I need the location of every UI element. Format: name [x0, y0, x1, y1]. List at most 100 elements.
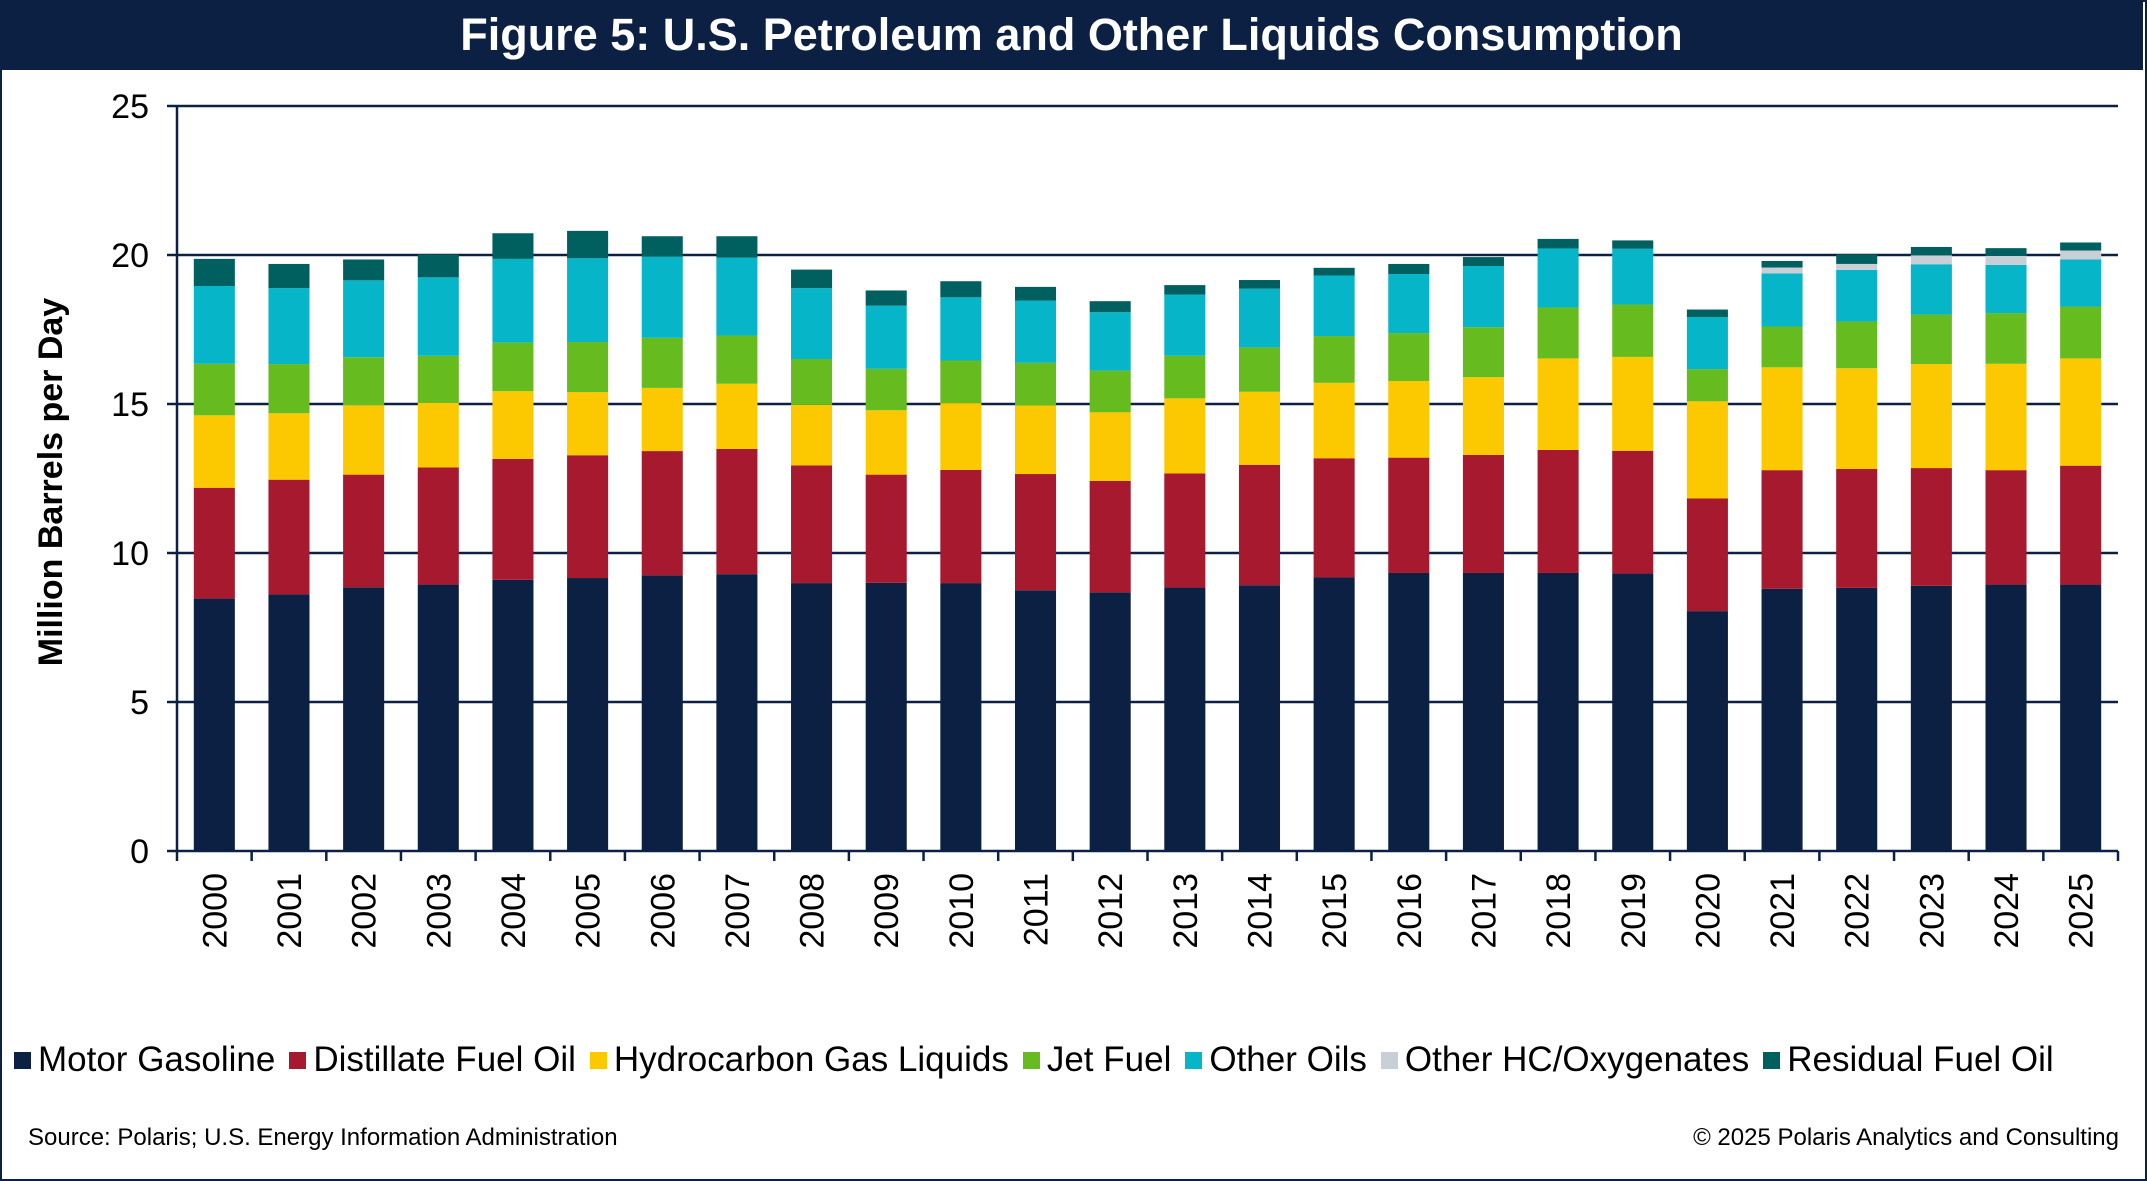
legend-swatch	[589, 1051, 607, 1069]
y-tick-label: 25	[111, 88, 149, 126]
bar-segment	[343, 587, 385, 851]
bar-segment	[567, 258, 609, 343]
bar-segment	[1910, 314, 1952, 365]
bar-segment	[1537, 358, 1579, 450]
bar-segment	[791, 288, 833, 360]
bar-segment	[940, 583, 982, 851]
bar-segment	[2060, 358, 2102, 466]
bar-segment	[193, 415, 235, 488]
x-tick-label: 2001	[271, 873, 309, 949]
legend-item: Motor Gasoline	[14, 1040, 275, 1080]
bar-segment	[641, 575, 683, 851]
bar-segment	[1836, 587, 1878, 851]
y-tick-label: 0	[130, 833, 149, 871]
bar-segment	[1014, 405, 1057, 475]
y-tick-label: 20	[111, 237, 149, 275]
legend-label: Distillate Fuel Oil	[313, 1040, 576, 1079]
bar-segment	[193, 285, 235, 364]
bar-segment	[865, 305, 907, 369]
x-tick-label: 2013	[1167, 873, 1205, 949]
bar-segment	[268, 479, 310, 595]
bar-segment	[1388, 572, 1430, 851]
bar-segment	[791, 583, 833, 851]
bar-segment	[1313, 577, 1355, 851]
x-tick-label: 2018	[1540, 873, 1578, 949]
bar-segment	[865, 290, 907, 306]
x-tick-label: 2023	[1913, 873, 1951, 949]
bar-segment	[268, 288, 310, 365]
bar-segment	[1089, 370, 1131, 413]
bar-segment	[1462, 572, 1504, 851]
bar-segment	[567, 230, 609, 259]
bar-segment	[1537, 307, 1579, 359]
bar-segment	[1836, 368, 1878, 469]
bar-segment	[343, 259, 385, 281]
y-tick-label: 15	[111, 386, 149, 424]
chart-legend: Motor Gasoline Distillate Fuel Oil Hydroca…	[14, 1035, 2144, 1085]
bar-segment	[567, 578, 609, 851]
bar-segment	[1686, 316, 1728, 370]
bar-segment	[1985, 255, 2027, 265]
bar-segment	[417, 355, 459, 403]
bar-segment	[417, 467, 459, 585]
bar-segment	[716, 335, 758, 384]
bar-segment	[1014, 474, 1057, 591]
bar-segment	[1985, 264, 2027, 314]
bar-segment	[1910, 246, 1952, 256]
bar-segment	[791, 465, 833, 584]
bar-segment	[1537, 238, 1579, 249]
bar-segment	[1612, 304, 1654, 357]
x-tick-label: 2009	[868, 873, 906, 949]
bar-segment	[1612, 573, 1654, 851]
bar-segment	[865, 368, 907, 411]
bar-segment	[567, 342, 609, 393]
x-tick-label: 2012	[1092, 873, 1130, 949]
bar-segment	[1238, 391, 1281, 465]
bar-segment	[1014, 286, 1057, 301]
bar-segment	[1761, 273, 1803, 327]
footer: Source: Polaris; U.S. Energy Information…	[28, 1120, 2119, 1156]
x-tick-label: 2003	[420, 873, 458, 949]
bar-segment	[791, 269, 833, 289]
bar-segment	[1462, 454, 1504, 573]
bar-segment	[1836, 269, 1878, 322]
bar-segment	[2060, 465, 2102, 585]
bar-segment	[1985, 584, 2027, 851]
chart-title: Figure 5: U.S. Petroleum and Other Liqui…	[0, 0, 2143, 70]
bar-segment	[1985, 248, 2027, 256]
legend-label: Hydrocarbon Gas Liquids	[613, 1040, 1009, 1079]
bar-segment	[1238, 280, 1281, 289]
bar-segment	[1238, 347, 1281, 392]
x-tick-label: 2000	[196, 873, 234, 949]
bar-segment	[716, 257, 758, 336]
bar-segment	[1836, 321, 1878, 369]
bar-segment	[343, 280, 385, 358]
bar-segment	[193, 258, 235, 286]
x-tick-label: 2022	[1839, 873, 1877, 949]
bar-segment	[343, 357, 385, 406]
bar-segment	[193, 363, 235, 416]
bar-segment	[1089, 312, 1131, 371]
bar-segment	[193, 487, 235, 599]
bar-segment	[1612, 356, 1654, 451]
bar-segment	[417, 402, 459, 468]
bar-segment	[1238, 585, 1281, 851]
x-tick-label: 2008	[794, 873, 832, 949]
bar-segment	[1388, 263, 1430, 275]
x-tick-label: 2010	[943, 873, 981, 949]
bar-segment	[268, 364, 310, 414]
bar-segment	[343, 474, 385, 588]
x-tick-label: 2024	[1988, 873, 2026, 949]
bar-segment	[492, 258, 534, 343]
bar-segment	[1612, 450, 1654, 574]
bar-segment	[716, 236, 758, 258]
legend-swatch	[14, 1051, 31, 1069]
bar-segment	[1612, 248, 1654, 305]
bar-segment	[1388, 381, 1430, 458]
legend-label: Other Oils	[1209, 1040, 1367, 1079]
bar-segment	[716, 383, 758, 449]
x-tick-label: 2011	[1018, 873, 1056, 946]
bar-segment	[268, 413, 310, 480]
bar-segment	[865, 582, 907, 851]
bar-segment	[940, 281, 982, 298]
